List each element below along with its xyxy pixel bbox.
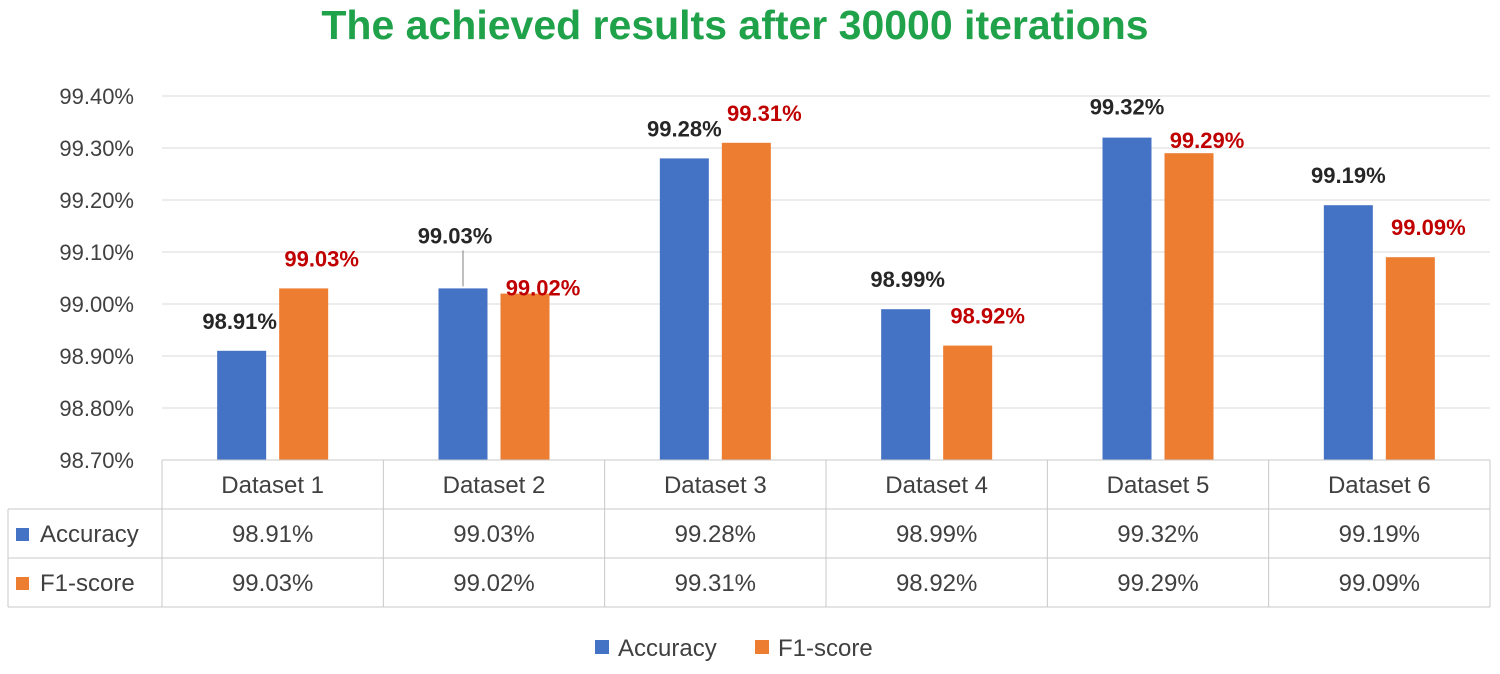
y-tick-label: 99.10% [59,240,134,265]
legend-label: Accuracy [618,635,717,662]
category-label: Dataset 2 [443,472,546,499]
bar-f1-score-1 [279,288,329,460]
bar-accuracy-6 [1323,205,1373,460]
y-tick-label: 99.30% [59,136,134,161]
bar-f1-score-6 [1385,257,1435,460]
y-tick-label: 99.00% [59,292,134,317]
bar-f1-score-3 [721,142,771,461]
bar-data-label: 99.31% [727,101,802,126]
table-cell: 99.03% [232,570,313,597]
category-label: Dataset 6 [1328,472,1431,499]
bar-f1-score-2 [500,293,550,460]
bar-data-label: 99.29% [1170,128,1245,153]
y-tick-label: 99.40% [59,84,134,109]
chart-title: The achieved results after 30000 iterati… [321,2,1149,48]
bar-data-label: 99.03% [284,246,359,271]
table-cell: 99.09% [1339,570,1420,597]
table-cell: 99.29% [1117,570,1198,597]
category-label: Dataset 4 [885,472,988,499]
table-cell: 99.19% [1339,521,1420,548]
table-cell: 98.99% [896,521,977,548]
bar-data-label: 98.91% [202,309,277,334]
category-label: Dataset 5 [1107,472,1210,499]
bar-data-label: 98.92% [950,304,1025,329]
category-label: Dataset 1 [221,472,324,499]
bar-data-label: 99.32% [1090,95,1165,120]
y-tick-label: 99.20% [59,188,134,213]
legend-label: F1-score [778,635,873,662]
bar-f1-score-5 [1164,153,1214,460]
table-legend-key [16,577,29,590]
table-legend-key [16,528,29,541]
table-cell: 98.92% [896,570,977,597]
bar-f1-score-4 [943,345,993,460]
legend-key [595,640,609,654]
bar-accuracy-2 [438,288,488,460]
table-cell: 99.31% [675,570,756,597]
bar-data-label: 99.03% [418,223,493,248]
bar-accuracy-4 [881,309,931,460]
category-label: Dataset 3 [664,472,767,499]
y-tick-label: 98.90% [59,344,134,369]
table-cell: 99.32% [1117,521,1198,548]
bar-accuracy-3 [659,158,709,460]
bar-data-label: 99.02% [506,276,581,301]
table-cell: 98.91% [232,521,313,548]
bar-accuracy-1 [217,350,267,460]
table-cell: 99.03% [453,521,534,548]
bar-data-label: 99.28% [647,116,722,141]
table-cell: 99.28% [675,521,756,548]
bar-data-label: 98.99% [870,267,945,292]
bar-data-label: 99.19% [1311,163,1386,188]
y-tick-label: 98.80% [59,396,134,421]
y-tick-label: 98.70% [59,448,134,473]
table-cell: 99.02% [453,570,534,597]
table-series-name: F1-score [40,570,135,597]
bar-data-label: 99.09% [1391,215,1466,240]
bar-accuracy-5 [1102,137,1152,460]
table-series-name: Accuracy [40,521,139,548]
legend-key [755,640,769,654]
